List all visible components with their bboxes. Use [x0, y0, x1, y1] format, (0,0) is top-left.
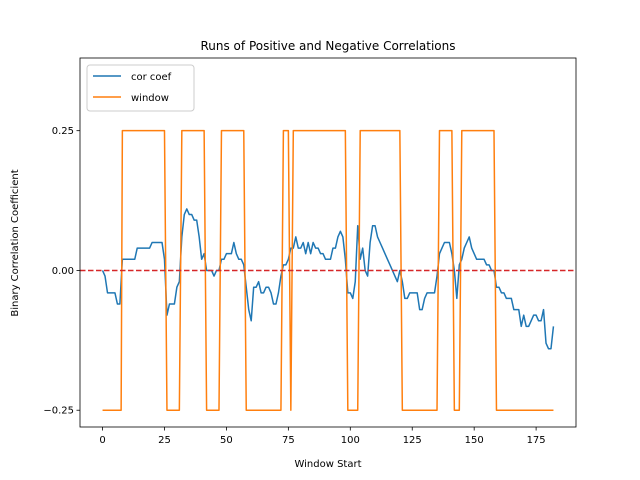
x-tick-label: 100 [341, 435, 360, 446]
x-tick-label: 125 [403, 435, 422, 446]
x-axis-label: Window Start [294, 459, 361, 470]
y-axis-label: Binary Correlation Coefficient [10, 169, 21, 316]
legend-label-window: window [131, 93, 169, 104]
x-tick-label: 0 [99, 435, 105, 446]
x-tick-label: 50 [220, 435, 233, 446]
series-line-cor-coef [101, 208, 555, 350]
plot-frame [79, 57, 577, 428]
y-tick-label: 0.00 [52, 266, 74, 277]
x-tick-label: 75 [282, 435, 295, 446]
x-tick-label: 150 [465, 435, 484, 446]
series-line-window [102, 129, 554, 411]
x-axis-ticks: 0 25 50 75 100 125 150 175 [99, 427, 546, 446]
x-tick-label: 175 [527, 435, 546, 446]
legend: cor coef window [86, 64, 195, 112]
legend-label-cor-coef: cor coef [131, 72, 172, 83]
y-axis-ticks: −0.25 0.00 0.25 [43, 126, 80, 417]
chart-title: Runs of Positive and Negative Correlatio… [200, 39, 455, 53]
y-tick-label: −0.25 [43, 406, 74, 417]
plot-content [80, 129, 576, 411]
x-tick-label: 25 [158, 435, 171, 446]
y-tick-label: 0.25 [52, 126, 74, 137]
